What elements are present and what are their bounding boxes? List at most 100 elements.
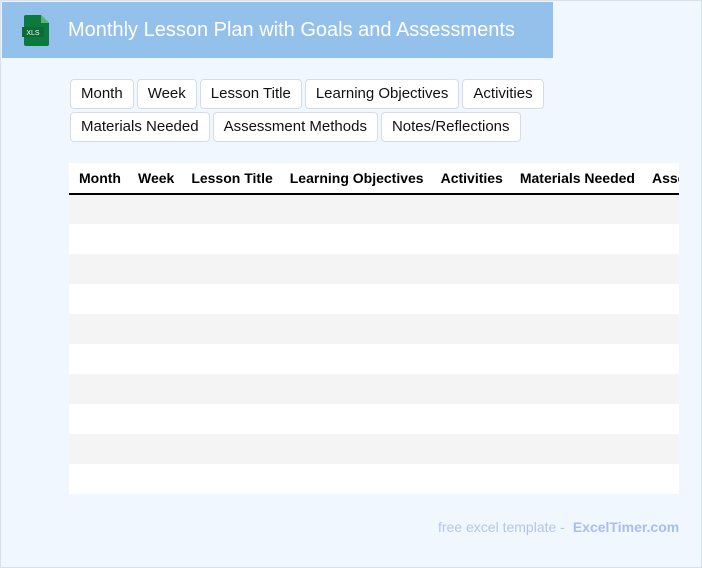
table-cell[interactable] — [509, 254, 642, 284]
table-cell[interactable] — [69, 194, 128, 224]
table-cell[interactable] — [128, 344, 181, 374]
table-cell[interactable] — [642, 194, 679, 224]
table-cell[interactable] — [509, 434, 642, 464]
column-header: Lesson Title — [181, 163, 280, 195]
column-button[interactable]: Activities — [462, 79, 544, 109]
table-row — [69, 224, 679, 254]
table-cell[interactable] — [127, 314, 182, 344]
table-row — [69, 374, 679, 404]
table-row — [69, 314, 679, 344]
table-cell[interactable] — [509, 374, 642, 404]
table-cell[interactable] — [128, 464, 181, 494]
table-cell[interactable] — [181, 194, 280, 224]
table-cell[interactable] — [509, 194, 642, 224]
table-cell[interactable] — [431, 344, 510, 374]
excel-file-icon: XLS — [22, 15, 49, 46]
table-row — [69, 194, 679, 224]
table-cell[interactable] — [510, 344, 642, 374]
table-cell[interactable] — [279, 314, 431, 344]
table-cell[interactable] — [127, 374, 182, 404]
table-cell[interactable] — [279, 434, 431, 464]
table-cell[interactable] — [69, 314, 128, 344]
table-cell[interactable] — [69, 404, 128, 434]
svg-text:XLS: XLS — [26, 30, 40, 37]
table-row — [69, 434, 679, 464]
table-cell[interactable] — [430, 434, 510, 464]
table-cell[interactable] — [280, 284, 431, 314]
table-cell[interactable] — [642, 344, 679, 374]
column-header: Materials Needed — [509, 163, 642, 195]
table-cell[interactable] — [181, 224, 279, 254]
table-cell[interactable] — [510, 404, 642, 434]
table-cell[interactable] — [69, 254, 128, 284]
table-cell[interactable] — [280, 344, 431, 374]
table-cell[interactable] — [430, 374, 510, 404]
table-cell[interactable] — [69, 284, 128, 314]
column-button[interactable]: Materials Needed — [70, 112, 210, 142]
table-cell[interactable] — [127, 254, 182, 284]
table-cell[interactable] — [510, 224, 642, 254]
title-banner: XLS Monthly Lesson Plan with Goals and A… — [2, 2, 553, 58]
table-cell[interactable] — [431, 464, 510, 494]
table-cell[interactable] — [128, 284, 181, 314]
column-header: Assessment Methods — [642, 163, 679, 195]
footer: free excel template - ExcelTimer.com — [438, 519, 679, 535]
table-cell[interactable] — [510, 284, 642, 314]
table-cell[interactable] — [181, 374, 280, 404]
table-cell[interactable] — [128, 224, 181, 254]
table-cell[interactable] — [128, 404, 181, 434]
column-header: Week — [127, 163, 182, 195]
column-button[interactable]: Learning Objectives — [304, 79, 460, 109]
column-button[interactable]: Lesson Title — [199, 79, 302, 109]
table-cell[interactable] — [69, 224, 128, 254]
table-cell[interactable] — [430, 254, 510, 284]
table-cell[interactable] — [509, 314, 642, 344]
table-cell[interactable] — [181, 284, 279, 314]
footer-text: free excel template - — [438, 519, 565, 535]
table-cell[interactable] — [431, 284, 510, 314]
table-cell[interactable] — [69, 374, 128, 404]
table-row — [69, 464, 679, 494]
table-cell[interactable] — [181, 404, 279, 434]
table-cell[interactable] — [431, 224, 510, 254]
table-cell[interactable] — [69, 344, 128, 374]
table-cell[interactable] — [181, 464, 279, 494]
table-cell[interactable] — [430, 194, 510, 224]
table-cell[interactable] — [280, 224, 431, 254]
table-cell[interactable] — [430, 314, 510, 344]
table-cell[interactable] — [127, 434, 182, 464]
table-cell[interactable] — [431, 404, 510, 434]
table-cell[interactable] — [510, 464, 642, 494]
table-cell[interactable] — [69, 434, 128, 464]
footer-brand-link[interactable]: ExcelTimer.com — [572, 519, 680, 535]
table-cell[interactable] — [642, 254, 679, 284]
column-button[interactable]: Month — [70, 79, 134, 109]
column-button[interactable]: Week — [136, 79, 197, 109]
table-cell[interactable] — [181, 254, 280, 284]
table-cell[interactable] — [279, 254, 431, 284]
table-cell[interactable] — [127, 194, 182, 224]
table-cell[interactable] — [280, 464, 431, 494]
table-cell[interactable] — [279, 374, 431, 404]
table-cell[interactable] — [280, 404, 431, 434]
table-cell[interactable] — [69, 464, 128, 494]
table-cell[interactable] — [642, 224, 679, 254]
column-header: Month — [69, 163, 128, 195]
table-cell[interactable] — [642, 374, 679, 404]
table-cell[interactable] — [181, 314, 280, 344]
column-button[interactable]: Assessment Methods — [212, 112, 378, 142]
table-cell[interactable] — [642, 404, 679, 434]
table-cell[interactable] — [181, 434, 280, 464]
table-cell[interactable] — [642, 284, 679, 314]
table-cell[interactable] — [279, 194, 431, 224]
table-cell[interactable] — [642, 434, 679, 464]
table-cell[interactable] — [642, 464, 679, 494]
table-row — [69, 254, 679, 284]
column-button[interactable]: Notes/Reflections — [380, 112, 521, 142]
table-cell[interactable] — [181, 344, 279, 374]
table-cell[interactable] — [642, 314, 679, 344]
table-row — [69, 284, 679, 314]
lesson-plan-table: Month Week Lesson Title Learning Objectives… — [69, 163, 679, 494]
table-row — [69, 404, 679, 434]
